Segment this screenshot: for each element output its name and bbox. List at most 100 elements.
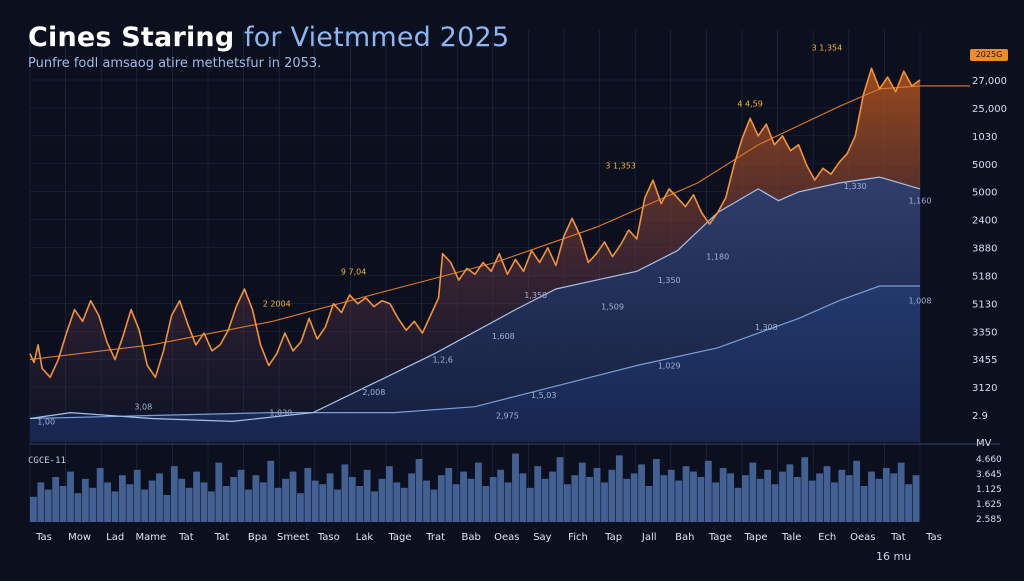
last-value-badge: 2025G	[970, 49, 1008, 61]
volume-bar	[845, 475, 853, 522]
y-tick-label: 2.9	[972, 411, 988, 422]
volume-bar	[319, 484, 327, 522]
volume-bar	[697, 477, 705, 522]
data-label: 3 1,354	[812, 44, 843, 53]
y-tick-label: 5180	[972, 271, 997, 282]
x-axis: Tas Mow Lad Mame Tat Tat Bpa Smeet Taso Lak Tage Tr…	[35, 532, 942, 543]
volume-bar	[534, 466, 542, 522]
volume-bar	[430, 489, 438, 522]
data-label: 1,330	[844, 182, 867, 191]
volume-bar	[304, 468, 312, 522]
volume-bar	[282, 478, 289, 522]
data-label: 1,180	[706, 253, 729, 262]
volume-bar	[289, 471, 297, 522]
data-label: 9 7,04	[341, 267, 366, 276]
volume-bar	[653, 459, 660, 522]
x-tick-label: Tap	[604, 532, 622, 543]
x-tick-label: Bah	[675, 532, 694, 543]
volume-bar	[215, 462, 223, 522]
volume-tick-label: 4.660	[976, 455, 1002, 465]
volume-bar	[259, 482, 267, 522]
volume-bar	[823, 466, 831, 522]
volume-bar	[37, 482, 45, 522]
y-tick-label: 1030	[972, 132, 997, 143]
x-tick-label: Bab	[462, 532, 481, 543]
volume-bar	[786, 464, 794, 522]
volume-bar	[712, 482, 720, 522]
x-tick-label: Smeet	[277, 532, 309, 543]
volume-bar	[245, 489, 252, 522]
title-part-2: for Vietmmed 2025	[243, 22, 510, 53]
x-tick-label: Fich	[568, 532, 588, 543]
y-tick-label: 5130	[972, 299, 997, 310]
volume-bar	[467, 478, 475, 522]
volume-bar	[208, 491, 215, 522]
volume-bar	[489, 477, 497, 522]
data-label: 4 4,59	[737, 100, 762, 109]
data-label: 1,308	[755, 323, 778, 332]
volume-bar	[853, 460, 861, 522]
y-axis: 27,000 25,000 1030 5000 5000 2400 3880 5180 5130…	[972, 76, 1007, 422]
volume-bar	[267, 460, 275, 522]
data-label: 1,029	[658, 361, 681, 370]
data-label: 3 1,353	[605, 161, 636, 170]
x-tick-label: Tage	[708, 532, 732, 543]
volume-bar	[356, 486, 364, 522]
volume-bar	[141, 489, 149, 522]
volume-label: CGCE-11	[28, 456, 66, 466]
volume-bar	[475, 462, 482, 522]
data-label: 1,00	[37, 417, 55, 426]
lower-band-area	[30, 286, 920, 442]
volume-bar	[185, 487, 193, 522]
volume-bar	[638, 464, 645, 522]
volume-bar	[111, 491, 119, 522]
volume-bar	[912, 475, 920, 522]
x-tick-label: Ech	[818, 532, 836, 543]
volume-bar	[89, 487, 97, 522]
volume-bar	[326, 473, 334, 522]
volume-bar	[897, 462, 905, 522]
volume-bar	[96, 468, 104, 522]
x-tick-label: Tas	[925, 532, 942, 543]
chart-title: Cines Staring for Vietmmed 2025	[28, 22, 509, 53]
y-tick-label: 5000	[972, 160, 997, 171]
data-label: 1,2,6	[432, 356, 452, 365]
data-label: 1,030	[269, 409, 292, 418]
volume-bar	[838, 469, 846, 522]
volume-bar	[386, 466, 393, 522]
y-tick-label: 3120	[972, 383, 997, 394]
y-tick-label: 5000	[972, 188, 997, 199]
corner-label: 16 mu	[876, 550, 912, 563]
x-tick-label: Lak	[356, 532, 374, 543]
volume-bar	[163, 495, 171, 522]
volume-bar	[119, 475, 126, 522]
volume-bar	[30, 496, 37, 522]
volume-bar	[645, 486, 653, 522]
price-line	[29, 67, 921, 379]
volume-bar	[764, 469, 772, 522]
volume-bar	[519, 473, 527, 522]
volume-bar	[133, 469, 141, 522]
volume-tick-label: 2.585	[976, 515, 1002, 525]
y-tick-label: 3455	[972, 355, 997, 366]
data-annotations: 3 1,354 4 4,59 3 1,353 9 7,04 2 2004 1,330 1,1…	[37, 44, 931, 427]
volume-bar	[482, 486, 490, 522]
volume-bar	[148, 480, 156, 522]
volume-bar	[445, 468, 453, 522]
x-tick-label: Tape	[743, 532, 767, 543]
volume-bar	[734, 487, 742, 522]
y-tick-label: 27,000	[972, 76, 1007, 87]
volume-bar	[237, 469, 245, 522]
volume-tick-label: 3.645	[976, 470, 1002, 480]
volume-bar	[74, 493, 82, 522]
volume-bar	[526, 487, 534, 522]
volume-bar	[393, 482, 401, 522]
volume-bar	[593, 468, 601, 522]
volume-bar	[564, 484, 571, 522]
y-tick-label: 25,000	[972, 104, 1007, 115]
x-tick-label: Tat	[214, 532, 230, 543]
data-label: 2,975	[496, 411, 519, 420]
y-tick-label: 2400	[972, 216, 997, 227]
volume-bar	[156, 473, 163, 522]
